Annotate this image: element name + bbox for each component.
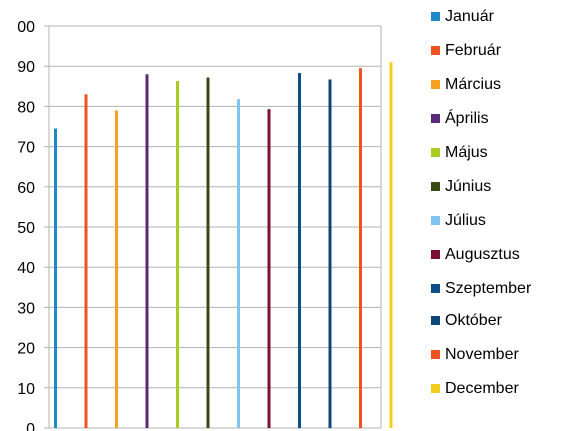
legend-swatch: [431, 182, 440, 191]
legend-label: Július: [445, 212, 486, 229]
y-axis-ticks: 0 10 20 30 40 50 60 70 80 90 00: [17, 19, 35, 431]
bar-1: [54, 128, 57, 428]
bar-8: [267, 109, 271, 429]
legend-label: Május: [445, 144, 488, 161]
bar-5: [176, 81, 179, 428]
legend-item: Február: [431, 41, 572, 60]
y-tick-label: 80: [17, 99, 35, 116]
bar-12: [389, 62, 393, 429]
legend-swatch: [431, 350, 440, 359]
legend-item: Április: [431, 109, 572, 128]
bar-11: [359, 68, 362, 429]
legend-label: Október: [445, 312, 502, 329]
legend-swatch: [431, 284, 440, 293]
y-tick-label: 00: [17, 19, 35, 36]
legend-label: Június: [445, 178, 492, 195]
y-tick-label: 90: [17, 59, 35, 76]
legend-label: December: [445, 380, 519, 397]
legend-swatch: [431, 114, 440, 123]
y-tick-label: 40: [17, 260, 35, 277]
y-tick-label: 0: [26, 421, 35, 431]
grid: [44, 25, 382, 429]
legend-label: Február: [445, 42, 502, 59]
y-tick-label: 10: [17, 381, 35, 398]
bar-7: [237, 99, 240, 428]
legend-item: Június: [431, 177, 572, 196]
chart: 0 10 20 30 40 50 60 70 80 90 00: [17, 19, 393, 431]
bar-9: [298, 73, 301, 428]
legend-swatch: [431, 80, 440, 89]
legend-item: Szeptember: [431, 279, 572, 298]
bars: [54, 62, 393, 429]
legend-swatch: [431, 46, 440, 55]
legend-label: November: [445, 346, 519, 363]
legend-label: Szeptember: [445, 280, 532, 297]
legend-label: Március: [445, 76, 502, 93]
legend-item: Augusztus: [431, 245, 572, 264]
legend-item: Január: [431, 7, 572, 26]
legend-swatch: [431, 316, 440, 325]
y-tick-label: 20: [17, 341, 35, 358]
y-tick-label: 30: [17, 300, 35, 317]
legend-swatch: [431, 384, 440, 393]
legend-item: Május: [431, 143, 572, 162]
y-tick-label: 60: [17, 180, 35, 197]
y-tick-label: 70: [17, 140, 35, 157]
bar-10: [328, 79, 332, 428]
legend: Január Február Március Április Május Június Jú…: [431, 7, 572, 413]
legend-item: Július: [431, 211, 572, 230]
legend-swatch: [431, 250, 440, 259]
legend-swatch: [431, 148, 440, 157]
legend-item: November: [431, 345, 572, 364]
bar-6: [206, 77, 210, 429]
legend-item: December: [431, 379, 572, 398]
legend-swatch: [431, 12, 440, 21]
legend-swatch: [431, 216, 440, 225]
legend-label: Április: [445, 110, 489, 127]
bar-4: [145, 74, 149, 429]
bar-2: [84, 94, 88, 428]
legend-label: Január: [445, 8, 494, 25]
legend-label: Augusztus: [445, 246, 520, 263]
bar-3: [115, 110, 118, 429]
legend-item: Március: [431, 75, 572, 94]
y-tick-label: 50: [17, 220, 35, 237]
legend-item: Október: [431, 311, 572, 330]
